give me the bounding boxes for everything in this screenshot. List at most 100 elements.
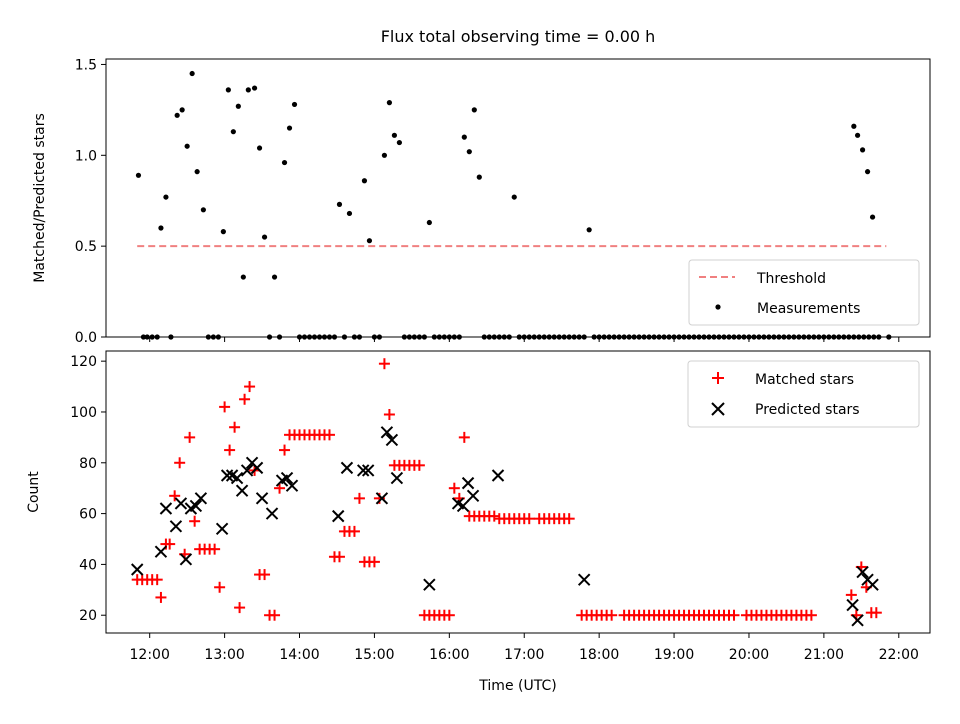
matched-point <box>353 492 365 504</box>
measurement-point <box>864 169 871 175</box>
x-tick-label: 12:00 <box>130 647 170 663</box>
measurement-point <box>686 334 692 340</box>
bottom-x-axis: 12:00 13:00 14:00 15:00 16:00 17:00 18:00 19:00… <box>130 633 919 663</box>
measurement-point <box>158 225 164 231</box>
bottom-y-tick-label: 60 <box>79 507 97 523</box>
measurement-point <box>140 334 147 340</box>
measurement-point <box>311 334 318 340</box>
predicted-point <box>380 426 394 439</box>
measurement-point <box>731 334 737 340</box>
matched-point <box>209 543 221 555</box>
predicted-legend-swatch <box>711 402 725 416</box>
matched-point <box>805 609 817 621</box>
measurement-point <box>391 132 397 138</box>
count-panel: 20 40 60 80 100 120 12:00 13:00 14:00 15:00 16:00… <box>26 350 931 694</box>
measurement-point <box>546 334 552 340</box>
matched-point <box>413 459 425 471</box>
predicted-point <box>131 563 144 576</box>
matched-point <box>169 490 181 502</box>
measurement-point <box>796 334 802 340</box>
measurement-point <box>856 334 862 340</box>
measurement-point <box>516 334 522 340</box>
x-tick-label: 13:00 <box>204 647 244 663</box>
measurement-point <box>168 334 174 340</box>
predicted-point <box>461 476 475 490</box>
bottom-y-tick-label: 120 <box>70 354 97 370</box>
measurement-point <box>741 334 747 340</box>
predicted-point <box>375 492 389 505</box>
measurement-point <box>751 334 757 340</box>
predicted-point <box>179 553 193 566</box>
x-tick-label: 22:00 <box>879 647 919 663</box>
predicted-point <box>220 469 234 482</box>
x-tick-label: 17:00 <box>504 647 544 663</box>
measurement-point <box>661 334 667 340</box>
measurement-point <box>591 334 597 340</box>
measurement-point <box>771 334 777 340</box>
measurement-point <box>251 85 258 91</box>
measurement-point <box>581 334 587 340</box>
matched-point <box>174 457 186 469</box>
measurement-point <box>626 334 632 340</box>
measurement-point <box>511 194 517 200</box>
measurement-point <box>174 112 180 118</box>
measurement-point <box>859 147 866 153</box>
measurement-point <box>869 214 876 220</box>
measurement-point <box>200 207 206 213</box>
measurement-point <box>205 334 211 340</box>
matched-point <box>189 515 201 527</box>
measurement-point <box>566 334 572 340</box>
measurement-point <box>716 334 722 340</box>
measurement-point <box>756 334 762 340</box>
measurement-point <box>806 334 812 340</box>
measurement-point <box>144 334 150 340</box>
ratio-panel: Flux total observing time = 0.00 h 0.00.… <box>32 27 931 346</box>
top-y-axis-label: Matched/Predicted stars <box>32 113 48 283</box>
measurement-point <box>886 334 892 340</box>
matched-point <box>279 444 291 456</box>
measurement-point <box>776 334 782 340</box>
measurement-point <box>210 334 216 340</box>
measurement-point <box>866 334 872 340</box>
measurement-point <box>696 334 702 340</box>
matched-point <box>333 551 345 563</box>
bottom-y-tick-label: 20 <box>79 608 97 624</box>
measurement-point <box>331 334 338 340</box>
measurement-point <box>426 219 432 226</box>
bottom-y-tick-label: 100 <box>70 405 97 421</box>
x-axis-label: Time (UTC) <box>478 678 556 694</box>
matched-point <box>368 556 380 568</box>
measurement-point <box>381 152 388 158</box>
measurement-point <box>194 169 200 175</box>
measurement-point <box>271 274 278 280</box>
matched-point <box>219 401 231 413</box>
predicted-point <box>255 492 269 505</box>
measurement-point <box>406 334 412 340</box>
matched-point <box>234 602 246 614</box>
bottom-plot-frame <box>105 350 931 634</box>
measurement-point <box>646 334 652 340</box>
measurement-point <box>306 334 313 340</box>
measurement-point <box>436 334 442 340</box>
measurement-point <box>851 334 857 340</box>
measurement-point <box>556 334 562 340</box>
measurement-point <box>421 334 427 340</box>
matched-point <box>523 513 535 525</box>
measurement-point <box>336 201 343 207</box>
measurement-point <box>476 174 482 180</box>
measurement-point <box>691 334 697 340</box>
measurement-point <box>676 334 682 340</box>
measurement-point <box>551 334 557 340</box>
measurement-point <box>321 334 328 340</box>
matched-point <box>606 609 618 621</box>
measurement-point <box>576 334 582 340</box>
predicted-point <box>456 499 470 513</box>
measurement-point <box>841 334 847 340</box>
threshold-legend-label: Threshold <box>756 271 826 287</box>
predicted-point <box>265 507 279 520</box>
top-y-tick-label: 0.5 <box>75 239 97 255</box>
measurement-point <box>286 125 293 131</box>
measurement-point <box>656 334 662 340</box>
measurement-point <box>416 334 422 340</box>
measurement-point <box>215 334 221 340</box>
